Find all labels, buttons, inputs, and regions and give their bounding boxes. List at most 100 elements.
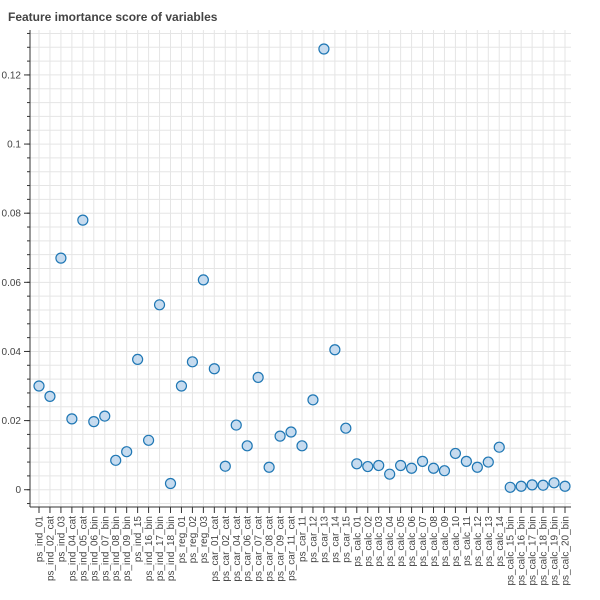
data-point — [296, 440, 308, 452]
x-tick-label: ps_ind_16_bin — [144, 516, 155, 581]
data-point — [482, 456, 494, 468]
y-tick-label: 0.04 — [2, 347, 22, 358]
data-point — [110, 454, 122, 466]
data-point — [471, 461, 483, 473]
y-tick-label: 0.08 — [2, 209, 22, 220]
x-tick-label: ps_calc_09 — [440, 516, 451, 567]
data-point — [384, 468, 396, 480]
x-tick-label: ps_ind_01 — [35, 516, 46, 563]
x-tick-label: ps_car_11 — [298, 516, 309, 562]
x-tick-label: ps_calc_18_bin — [539, 516, 550, 586]
x-tick-label: ps_calc_11 — [462, 516, 473, 566]
data-point — [274, 430, 286, 442]
data-point — [175, 380, 188, 392]
data-point — [351, 458, 363, 470]
data-point — [55, 252, 67, 264]
x-tick-label: ps_calc_03 — [374, 516, 385, 567]
data-point — [427, 462, 440, 474]
chart-title: Feature imortance score of variables — [8, 10, 218, 24]
x-tick-label: ps_reg_02 — [188, 516, 199, 564]
x-tick-label: ps_car_13 — [319, 516, 330, 563]
data-point — [99, 410, 111, 422]
x-tick-label: ps_ind_09_bin — [122, 516, 133, 581]
x-tick-label: ps_calc_12 — [473, 516, 484, 567]
x-tick-label: ps_calc_08 — [429, 516, 440, 567]
data-point — [307, 394, 319, 406]
x-tick-label: ps_calc_05 — [396, 516, 407, 567]
data-point — [416, 455, 429, 467]
data-point — [142, 434, 155, 446]
data-point — [132, 353, 144, 366]
x-tick-label: ps_ind_06_bin — [89, 516, 100, 581]
data-point — [340, 422, 352, 434]
x-tick-label: ps_ind_15 — [133, 516, 144, 563]
x-tick-label: ps_calc_07 — [418, 516, 429, 567]
data-point — [318, 43, 330, 55]
x-tick-label: ps_calc_13 — [484, 516, 495, 567]
data-point — [44, 390, 56, 402]
x-tick-label: ps_car_08_cat — [265, 516, 276, 582]
x-tick-label: ps_calc_16_bin — [517, 516, 528, 586]
x-tick-label: ps_ind_08_bin — [111, 516, 122, 581]
data-point — [526, 479, 538, 491]
data-point — [219, 460, 231, 472]
x-tick-label: ps_reg_03 — [199, 516, 210, 564]
x-tick-label: ps_car_02_cat — [221, 516, 232, 582]
x-tick-label: ps_calc_17_bin — [528, 516, 539, 586]
data-point — [438, 465, 451, 477]
data-point — [66, 413, 78, 425]
data-point — [252, 371, 264, 383]
data-point — [77, 214, 89, 226]
data-point — [121, 446, 133, 458]
x-tick-label: ps_car_14 — [330, 516, 341, 563]
x-tick-label: ps_car_15 — [341, 516, 352, 563]
data-point — [33, 380, 45, 392]
y-tick-label: 0.02 — [2, 416, 22, 427]
y-tick-label: 0.1 — [7, 140, 21, 151]
x-tick-label: ps_ind_03 — [56, 516, 67, 563]
x-tick-label: ps_car_12 — [308, 516, 319, 563]
data-point — [504, 481, 516, 493]
x-tick-label: ps_car_06_cat — [243, 516, 254, 582]
x-tick-label: ps_calc_06 — [407, 516, 418, 567]
data-point — [362, 460, 374, 473]
data-point — [241, 440, 253, 452]
x-tick-label: ps_ind_05_cat — [78, 516, 89, 581]
data-point — [263, 461, 275, 473]
x-tick-label: ps_car_07_cat — [254, 516, 265, 582]
data-point — [208, 363, 220, 375]
data-point — [460, 455, 472, 467]
x-tick-label: ps_calc_02 — [363, 516, 374, 567]
data-point — [285, 426, 297, 438]
data-point — [395, 459, 407, 472]
x-tick-label: ps_calc_20_bin — [561, 516, 572, 586]
data-point — [537, 479, 549, 491]
x-tick-label: ps_car_04_cat — [232, 516, 243, 582]
data-point — [186, 356, 199, 368]
x-tick-label: ps_ind_18_bin — [166, 516, 177, 581]
data-point — [153, 299, 166, 311]
y-tick-label: 0 — [15, 485, 21, 496]
x-tick-label: ps_car_11_cat — [287, 516, 298, 581]
data-point — [164, 477, 177, 490]
x-tick-label: ps_calc_01 — [352, 516, 363, 567]
y-tick-label: 0.12 — [2, 70, 22, 81]
x-tick-label: ps_calc_04 — [385, 516, 396, 567]
x-tick-label: ps_reg_01 — [177, 516, 188, 564]
x-tick-label: ps_calc_10 — [451, 516, 462, 567]
x-tick-label: ps_car_01_cat — [210, 516, 221, 582]
y-tick-label: 0.06 — [2, 278, 22, 289]
data-point — [88, 416, 100, 428]
x-tick-label: ps_calc_14 — [495, 516, 506, 567]
x-tick-label: ps_car_09_cat — [276, 516, 287, 582]
data-point — [548, 477, 560, 489]
data-point — [515, 480, 527, 492]
x-tick-label: ps_calc_19_bin — [550, 516, 561, 586]
data-point — [559, 480, 571, 492]
data-point — [329, 344, 341, 356]
x-tick-label: ps_ind_07_bin — [100, 516, 111, 581]
data-point — [373, 459, 385, 472]
data-point — [405, 462, 418, 474]
